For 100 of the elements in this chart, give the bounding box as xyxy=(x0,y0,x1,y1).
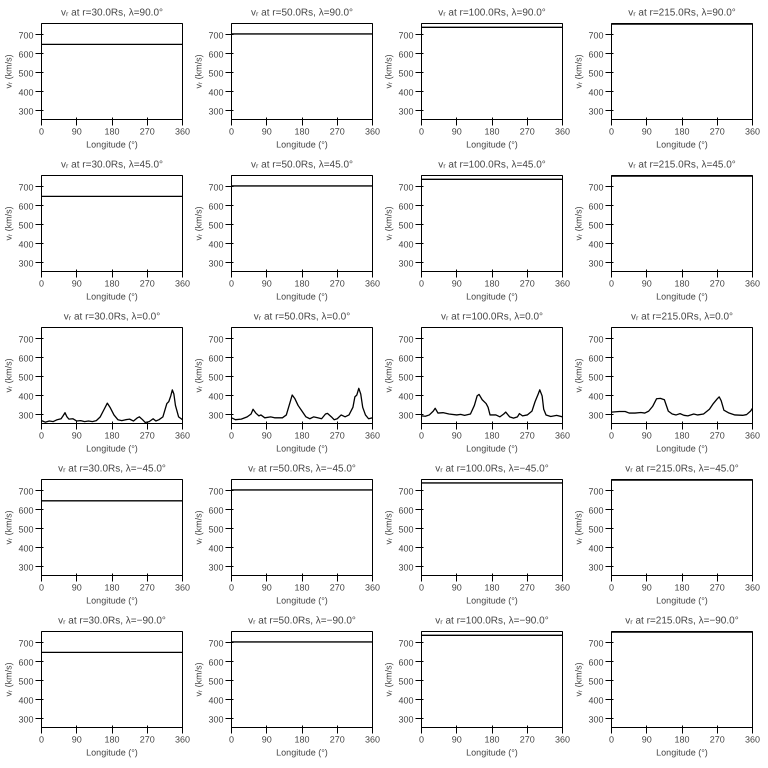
y-tick-label: 600 xyxy=(588,657,604,668)
chart-title: vᵣ at r=30.0Rs, λ=45.0° xyxy=(60,160,164,170)
chart-title: vᵣ at r=100.0Rs, λ=−90.0° xyxy=(435,616,549,626)
x-tick-label: 90 xyxy=(72,734,82,744)
x-tick-label: 90 xyxy=(452,430,462,440)
x-tick-label: 180 xyxy=(104,126,120,136)
x-tick-label: 270 xyxy=(710,734,725,744)
x-tick-label: 360 xyxy=(554,430,570,440)
x-tick-label: 360 xyxy=(744,582,760,592)
x-tick-label: 0 xyxy=(418,430,424,440)
x-tick-label: 360 xyxy=(174,430,190,440)
x-tick-label: 360 xyxy=(364,734,380,744)
x-tick-label: 270 xyxy=(520,734,535,744)
y-tick-label: 300 xyxy=(208,410,224,420)
y-tick-label: 600 xyxy=(588,49,604,60)
x-tick-label: 90 xyxy=(72,430,82,440)
y-tick-label: 400 xyxy=(208,239,224,250)
chart-title: vᵣ at r=50.0Rs, λ=90.0° xyxy=(250,8,354,18)
x-tick-label: 90 xyxy=(72,278,82,288)
chart-title: vᵣ at r=100.0Rs, λ=45.0° xyxy=(438,160,546,170)
x-tick-label: 360 xyxy=(554,278,570,288)
y-tick-label: 600 xyxy=(18,505,34,516)
y-tick-label: 500 xyxy=(208,524,224,534)
chart-title: vᵣ at r=50.0Rs, λ=45.0° xyxy=(250,160,354,170)
x-axis-title: Longitude (°) xyxy=(86,292,138,302)
y-tick-label: 300 xyxy=(398,106,414,116)
y-tick-label: 400 xyxy=(18,87,34,98)
y-tick-label: 600 xyxy=(398,657,414,668)
x-tick-label: 180 xyxy=(674,430,690,440)
y-tick-label: 500 xyxy=(18,524,34,534)
y-tick-label: 600 xyxy=(208,505,224,516)
x-tick-label: 270 xyxy=(520,278,535,288)
y-tick-label: 500 xyxy=(588,524,604,534)
y-axis-title: vᵣ (km/s) xyxy=(573,662,584,697)
chart-title: vᵣ at r=100.0Rs, λ=−45.0° xyxy=(435,464,549,474)
x-tick-label: 270 xyxy=(140,582,155,592)
x-tick-label: 90 xyxy=(262,430,272,440)
x-tick-label: 180 xyxy=(294,430,310,440)
x-axis-title: Longitude (°) xyxy=(86,748,138,758)
y-tick-label: 500 xyxy=(18,372,34,382)
x-tick-label: 180 xyxy=(674,278,690,288)
x-tick-label: 90 xyxy=(452,126,462,136)
y-tick-label: 700 xyxy=(398,182,414,192)
x-tick-label: 180 xyxy=(294,278,310,288)
y-tick-label: 500 xyxy=(18,68,34,78)
y-tick-label: 500 xyxy=(588,676,604,686)
x-tick-label: 90 xyxy=(452,582,462,592)
chart-title: vᵣ at r=215.0Rs, λ=90.0° xyxy=(628,8,736,18)
x-axis-title: Longitude (°) xyxy=(276,444,328,454)
y-tick-label: 400 xyxy=(18,239,34,250)
x-tick-label: 180 xyxy=(104,430,120,440)
x-tick-label: 270 xyxy=(140,430,155,440)
y-tick-label: 400 xyxy=(398,391,414,402)
y-axis-title: vᵣ (km/s) xyxy=(573,510,584,545)
chart-title: vᵣ at r=100.0Rs, λ=0.0° xyxy=(440,312,544,322)
x-tick-label: 180 xyxy=(484,126,500,136)
y-axis-title: vᵣ (km/s) xyxy=(3,54,14,89)
x-tick-label: 360 xyxy=(744,278,760,288)
y-tick-label: 500 xyxy=(208,372,224,382)
y-tick-label: 400 xyxy=(208,543,224,554)
y-tick-label: 700 xyxy=(588,182,604,192)
y-tick-label: 500 xyxy=(398,68,414,78)
y-tick-label: 400 xyxy=(588,391,604,402)
chart-title: vᵣ at r=215.0Rs, λ=−90.0° xyxy=(625,616,739,626)
x-tick-label: 270 xyxy=(520,126,535,136)
x-tick-label: 0 xyxy=(38,582,44,592)
x-tick-label: 180 xyxy=(484,734,500,744)
x-axis-title: Longitude (°) xyxy=(656,748,708,758)
x-tick-label: 180 xyxy=(104,734,120,744)
x-tick-label: 270 xyxy=(330,430,345,440)
x-tick-label: 360 xyxy=(554,582,570,592)
y-tick-label: 400 xyxy=(398,543,414,554)
y-tick-label: 400 xyxy=(588,87,604,98)
x-tick-label: 90 xyxy=(452,734,462,744)
x-tick-label: 90 xyxy=(642,430,652,440)
x-tick-label: 360 xyxy=(364,430,380,440)
y-tick-label: 300 xyxy=(208,714,224,724)
y-tick-label: 600 xyxy=(398,353,414,364)
x-tick-label: 180 xyxy=(674,126,690,136)
y-axis-title: vᵣ (km/s) xyxy=(193,54,204,89)
x-tick-label: 360 xyxy=(554,126,570,136)
y-tick-label: 400 xyxy=(588,695,604,706)
y-tick-label: 300 xyxy=(588,562,604,572)
x-tick-label: 270 xyxy=(710,430,725,440)
y-tick-label: 300 xyxy=(588,106,604,116)
chart-title: vᵣ at r=30.0Rs, λ=−90.0° xyxy=(58,616,166,626)
y-tick-label: 400 xyxy=(588,543,604,554)
x-axis-title: Longitude (°) xyxy=(276,596,328,606)
x-axis-title: Longitude (°) xyxy=(656,444,708,454)
y-tick-label: 600 xyxy=(18,49,34,60)
x-tick-label: 0 xyxy=(38,430,44,440)
y-tick-label: 700 xyxy=(18,30,34,40)
x-tick-label: 90 xyxy=(72,126,82,136)
y-tick-label: 600 xyxy=(18,657,34,668)
chart-title: vᵣ at r=30.0Rs, λ=−45.0° xyxy=(58,464,166,474)
y-tick-label: 300 xyxy=(208,106,224,116)
x-tick-label: 270 xyxy=(710,582,725,592)
x-tick-label: 360 xyxy=(174,126,190,136)
y-axis-title: vᵣ (km/s) xyxy=(383,358,394,393)
y-tick-label: 600 xyxy=(398,505,414,516)
